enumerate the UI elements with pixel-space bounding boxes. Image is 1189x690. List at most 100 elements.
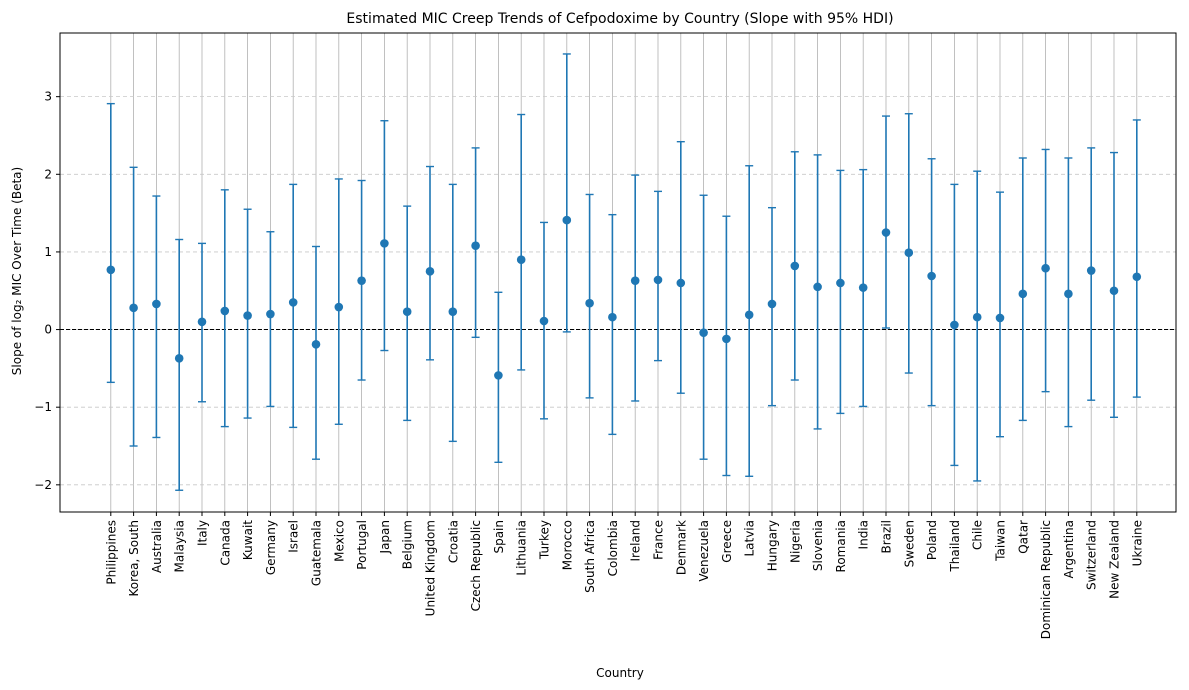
x-tick-label: Czech Republic xyxy=(469,520,483,611)
data-point xyxy=(813,282,822,292)
x-tick-label: Hungary xyxy=(766,520,780,571)
data-point xyxy=(106,265,116,275)
x-tick-label: Taiwan xyxy=(994,520,1008,562)
x-axis-ticks: Philippines Korea, South Australia Malaysia… xyxy=(104,512,1144,639)
data-point xyxy=(722,334,731,344)
x-tick-label: Chile xyxy=(971,520,985,550)
x-tick-label: Korea, South xyxy=(127,520,141,597)
x-tick-label: Israel xyxy=(287,520,301,553)
data-point xyxy=(1018,289,1028,299)
y-axis-label: Slope of log₂ MIC Over Time (Beta) xyxy=(10,167,24,375)
data-point xyxy=(1041,263,1050,273)
x-tick-label: Greece xyxy=(720,520,734,563)
x-tick-label: United Kingdom xyxy=(424,520,438,616)
x-tick-label: Switzerland xyxy=(1085,520,1099,590)
x-tick-label: Colombia xyxy=(606,520,620,576)
data-point xyxy=(881,228,891,237)
y-tick-label: −1 xyxy=(34,400,52,414)
data-point xyxy=(744,310,754,320)
x-tick-label: Spain xyxy=(492,520,506,554)
data-point xyxy=(220,306,230,316)
data-point xyxy=(1132,272,1142,282)
x-tick-label: Guatemala xyxy=(310,520,324,586)
data-point xyxy=(334,302,344,312)
x-tick-label: Denmark xyxy=(674,520,688,575)
data-point xyxy=(1064,289,1073,299)
data-point xyxy=(858,283,868,292)
x-tick-label: Nigeria xyxy=(788,520,802,563)
data-point xyxy=(357,276,366,285)
x-tick-label: Turkey xyxy=(538,520,552,560)
x-tick-label: Belgium xyxy=(401,520,415,569)
x-tick-label: Japan xyxy=(378,520,392,554)
x-tick-label: Qatar xyxy=(1016,520,1030,554)
data-point xyxy=(767,299,777,309)
x-tick-label: France xyxy=(652,520,666,560)
x-tick-label: Kuwait xyxy=(241,520,255,560)
y-axis-ticks: −2 −1 0 1 2 3 xyxy=(34,90,60,492)
data-point xyxy=(562,215,572,225)
y-tick-label: 2 xyxy=(44,167,52,181)
data-point xyxy=(1086,266,1096,275)
x-tick-label: Lithuania xyxy=(515,520,529,576)
x-tick-label: Thailand xyxy=(948,520,962,573)
y-tick-label: 0 xyxy=(44,323,52,337)
data-point xyxy=(448,307,458,317)
x-tick-label: Ukraine xyxy=(1130,520,1144,566)
data-point xyxy=(950,320,959,330)
x-tick-label: Venezuela xyxy=(697,520,711,582)
data-point xyxy=(152,299,161,309)
x-tick-label: Germany xyxy=(264,520,278,575)
data-point xyxy=(380,239,389,248)
data-point xyxy=(266,309,275,319)
error-bars xyxy=(106,53,1141,491)
data-point xyxy=(699,328,708,337)
data-point xyxy=(836,278,845,288)
x-tick-label: Philippines xyxy=(104,520,118,585)
data-point xyxy=(129,303,138,313)
x-tick-label: Ireland xyxy=(629,520,643,562)
data-point xyxy=(1109,286,1119,296)
x-tick-label: Portugal xyxy=(355,520,369,570)
data-point xyxy=(471,241,480,251)
data-point xyxy=(608,312,617,322)
x-tick-label: Morocco xyxy=(560,520,574,570)
data-point xyxy=(197,317,207,327)
x-tick-label: Italy xyxy=(196,520,210,546)
data-point xyxy=(790,261,800,271)
data-point xyxy=(311,340,321,349)
data-point xyxy=(630,276,640,285)
y-tick-label: −2 xyxy=(34,478,52,492)
data-point xyxy=(494,371,503,380)
x-tick-label: Argentina xyxy=(1062,520,1076,579)
data-point xyxy=(425,267,435,276)
data-point xyxy=(972,312,982,322)
x-tick-label: Canada xyxy=(218,520,232,566)
data-point xyxy=(676,278,686,288)
data-point xyxy=(585,298,594,308)
data-points xyxy=(106,215,1142,380)
data-point xyxy=(653,275,663,285)
x-tick-label: Poland xyxy=(925,520,939,560)
y-tick-label: 3 xyxy=(44,90,52,104)
data-point xyxy=(927,271,936,281)
data-point xyxy=(516,255,526,264)
plot-frame xyxy=(59,32,1177,513)
x-tick-label: India xyxy=(857,520,871,549)
data-point xyxy=(288,298,298,307)
x-tick-label: New Zealand xyxy=(1108,520,1122,599)
x-tick-label: Sweden xyxy=(902,520,916,567)
x-tick-label: Malaysia xyxy=(173,520,187,572)
y-tick-label: 1 xyxy=(44,245,52,259)
x-tick-label: Croatia xyxy=(446,520,460,563)
x-axis-label: Country xyxy=(596,666,644,680)
data-point xyxy=(904,248,914,258)
x-tick-label: Australia xyxy=(150,520,164,573)
data-point xyxy=(174,353,184,363)
x-tick-label: Romania xyxy=(834,520,848,572)
x-tick-label: Mexico xyxy=(332,520,346,562)
x-tick-label: Slovenia xyxy=(811,520,825,571)
x-tick-label: Brazil xyxy=(880,520,894,554)
